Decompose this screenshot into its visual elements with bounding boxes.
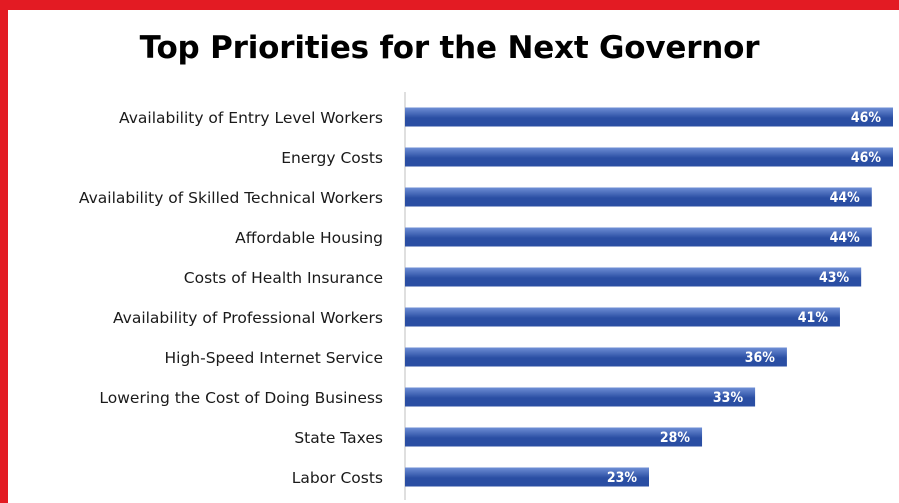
bar-value-label: 44% xyxy=(830,190,861,206)
bar xyxy=(405,347,787,367)
bar xyxy=(405,427,703,447)
bar-value-label: 36% xyxy=(745,350,776,366)
bar xyxy=(405,147,893,167)
bar xyxy=(405,187,872,207)
bar xyxy=(405,227,872,247)
category-label: Labor Costs xyxy=(292,469,383,487)
category-label: Availability of Skilled Technical Worker… xyxy=(79,189,383,207)
red-frame-top xyxy=(0,0,899,10)
category-label: Availability of Entry Level Workers xyxy=(119,109,383,127)
bar-value-label: 46% xyxy=(851,110,882,126)
bar xyxy=(405,267,862,287)
category-label: Lowering the Cost of Doing Business xyxy=(99,389,383,407)
bar xyxy=(405,107,893,127)
category-label: State Taxes xyxy=(294,429,383,447)
bars-group: Availability of Entry Level Workers 46% En… xyxy=(79,107,893,487)
category-label: Costs of Health Insurance xyxy=(184,269,383,287)
chart-title: Top Priorities for the Next Governor xyxy=(139,30,760,66)
bar xyxy=(405,387,756,407)
category-label: Availability of Professional Workers xyxy=(113,309,383,327)
bar-value-label: 46% xyxy=(851,150,882,166)
bar-value-label: 44% xyxy=(830,230,861,246)
category-label: High-Speed Internet Service xyxy=(165,349,384,367)
bar-value-label: 43% xyxy=(819,270,850,286)
red-frame-left xyxy=(0,0,8,503)
category-label: Affordable Housing xyxy=(235,229,383,247)
bar-value-label: 33% xyxy=(713,390,744,406)
bar-value-label: 28% xyxy=(660,430,691,446)
bar xyxy=(405,307,840,327)
category-label: Energy Costs xyxy=(281,149,383,167)
bar xyxy=(405,467,649,487)
bar-value-label: 23% xyxy=(607,470,638,486)
bar-value-label: 41% xyxy=(798,310,829,326)
